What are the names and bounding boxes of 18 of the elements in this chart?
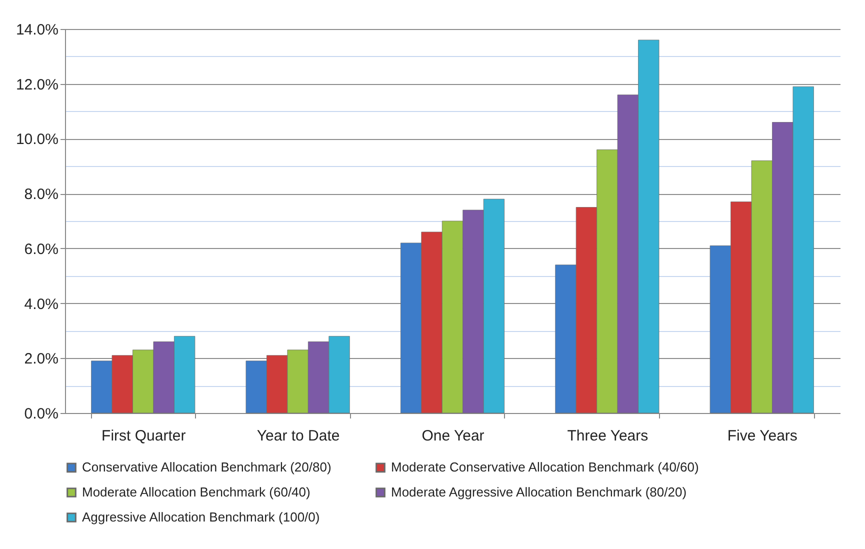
legend-label: Aggressive Allocation Benchmark (100/0): [82, 510, 320, 524]
x-tick-label: One Year: [422, 428, 484, 444]
y-tick-label: 12.0%: [16, 76, 58, 94]
y-tick-label: 14.0%: [16, 22, 58, 38]
x-tick-label: Three Years: [567, 428, 648, 444]
y-tick-label: 0.0%: [24, 406, 58, 422]
y-tick-label: 8.0%: [24, 186, 58, 204]
y-tick-label: 6.0%: [24, 240, 58, 258]
y-tick-label: 2.0%: [24, 350, 58, 368]
legend-label: Moderate Conservative Allocation Benchmark (40/60): [391, 460, 699, 475]
legend-label: Moderate Aggressive Allocation Benchmark (80/20): [391, 484, 687, 500]
x-tick-label: Five Years: [727, 428, 798, 444]
x-tick-label: Year to Date: [256, 428, 340, 444]
x-tick-label: First Quarter: [102, 428, 186, 444]
legend-label: Moderate Allocation Benchmark (60/40): [82, 484, 310, 500]
y-tick-label: 4.0%: [24, 296, 58, 313]
y-tick-label: 10.0%: [16, 131, 58, 148]
legend-label: Conservative Allocation Benchmark (20/80): [82, 460, 332, 475]
